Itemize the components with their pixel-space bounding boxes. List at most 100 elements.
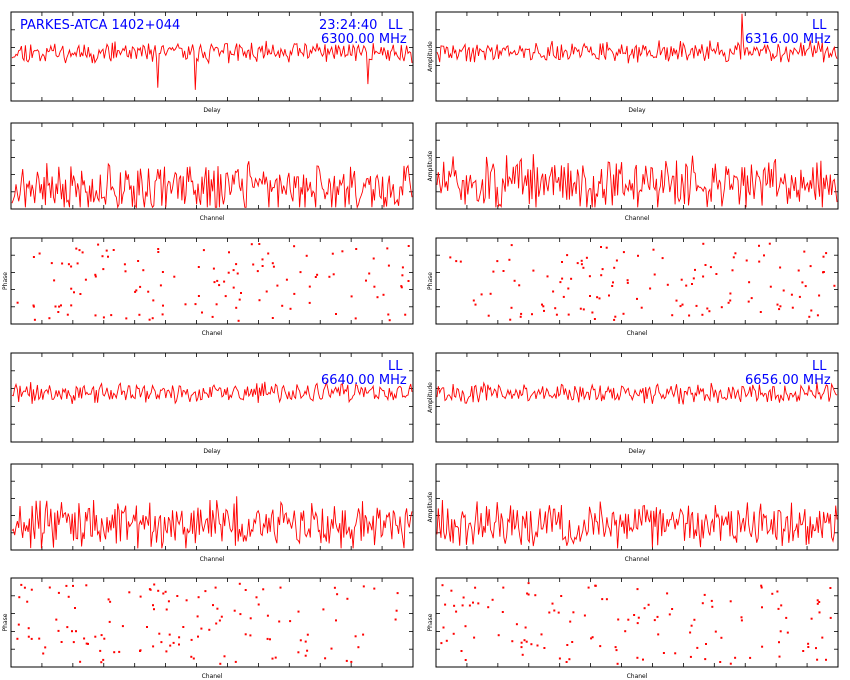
panel-6-phase-point <box>778 308 781 311</box>
panel-9-phase-point <box>71 630 73 633</box>
panel-3-phase-point <box>281 304 284 307</box>
panel-6-phase-point <box>626 279 629 282</box>
panel-9-phase-point <box>279 586 282 589</box>
panel-3-phase-point <box>341 250 344 253</box>
panel-12-phase-point <box>720 636 723 639</box>
panel-9-phase-point <box>200 627 203 630</box>
panel-9-phase-point <box>99 649 102 652</box>
panel-9-phase-point <box>266 614 269 617</box>
panel-3-phase-point <box>261 265 264 267</box>
panel-12-phase-point <box>807 642 810 645</box>
panel-9-phase-point <box>94 635 97 638</box>
panel-9-phase-point <box>103 637 106 640</box>
panel-6-phase-point <box>798 295 801 298</box>
panel-6-phase-point <box>745 259 748 262</box>
panel-9-phase-point <box>85 642 88 645</box>
panel-2-frame <box>10 122 414 210</box>
panel-6-phase-point <box>833 284 836 287</box>
panel-6-phase-point <box>567 313 570 316</box>
panel-12-phase-point <box>696 646 699 649</box>
source-title: PARKES-ATCA 1402+044 <box>20 18 181 33</box>
panel-6-phase-point <box>554 307 557 310</box>
panel-6-phase-point <box>720 306 723 309</box>
panel-6-phase-point <box>763 254 765 257</box>
panel-6-phase-point <box>582 266 585 269</box>
panel-6-phase-point <box>622 312 625 315</box>
panel-3-phase-point <box>125 317 128 320</box>
panel-12-phase-point <box>647 603 650 606</box>
panel-9-phase-point <box>16 637 19 640</box>
panel-12-phase-point <box>487 606 490 609</box>
panel-6-phase-point <box>474 303 477 306</box>
panel-9-phase-point <box>233 609 236 612</box>
panel-12-phase-point <box>524 626 527 629</box>
panel-6-phase-point <box>685 284 688 287</box>
panel-6-phase-point <box>748 281 751 284</box>
panel-9-phase-point <box>17 623 20 626</box>
panel-3-phase-point <box>79 293 82 295</box>
panel-12-phase-point <box>543 647 546 649</box>
panel-8-frame <box>10 463 414 551</box>
panel-12-phase-point <box>557 611 560 614</box>
panel-9-phase-point <box>274 656 277 659</box>
panel-3-phase-point <box>252 263 255 266</box>
panel-3-phase-point <box>236 272 239 275</box>
panel-12-phase-point <box>653 619 656 622</box>
panel-6-phase-point <box>804 285 807 288</box>
panel-3-phase-point <box>32 305 35 308</box>
panel-12-phase-point <box>825 658 827 661</box>
panel-9-phase-point <box>27 635 30 638</box>
panel-3-phase-point <box>314 276 317 278</box>
panel-3-phase-point <box>240 292 242 294</box>
panel-3-phase-point <box>401 274 404 277</box>
panel-12-phase-point <box>472 601 474 604</box>
panel-3-phase-point <box>267 252 270 255</box>
panel-3-phase-point <box>105 249 108 252</box>
panel-3-phase-point <box>401 266 404 269</box>
panel-8-trace <box>11 496 413 549</box>
panel-9-phase-point <box>66 626 69 629</box>
obs-time: 23:24:40 <box>319 18 378 33</box>
panel-9-phase-point <box>162 592 165 595</box>
panel-12-phase-point <box>816 658 819 661</box>
panel-3-phase-point <box>328 275 331 278</box>
panel-12-phase-point <box>523 639 526 642</box>
panel-6-phase-point <box>768 242 771 245</box>
panel-9-phase-point <box>304 640 307 643</box>
panel-12-phase-point <box>734 656 737 659</box>
panel-12-phase-point <box>445 639 448 642</box>
panel-12-phase-point <box>566 644 569 646</box>
panel-3-phase-point <box>151 317 154 320</box>
panel-9-phase-point <box>72 641 75 644</box>
panel-12-phase-point <box>455 610 458 613</box>
panel-6-phase-point <box>472 299 475 302</box>
panel-12-phase-point <box>468 604 471 607</box>
panel-6-phase-point <box>614 315 617 318</box>
panel-9-phase-point <box>118 650 121 653</box>
panel-3-phase-point <box>60 304 62 307</box>
panel-5-trace <box>436 154 838 208</box>
panel-6-phase-point <box>822 255 825 258</box>
panel-6-phase-point <box>732 256 735 259</box>
panel-3-phase-point <box>215 303 218 306</box>
panel-6-phase-point <box>510 306 513 309</box>
panel-9-phase-point <box>27 627 30 630</box>
panel-6-phase-point <box>704 264 707 266</box>
panel-12-phase-point <box>534 594 537 597</box>
panel-3-phase-point <box>293 245 296 248</box>
panel-9-phase-point <box>394 618 397 621</box>
panel-9-phase-point <box>20 583 23 586</box>
panel-6-phase-point <box>585 256 588 259</box>
panel-12-phase-point <box>760 586 763 589</box>
panel-3-phase-point <box>400 285 403 288</box>
panel-3-xlabel: Chanel <box>202 330 223 337</box>
panel-12-phase-point <box>643 607 646 610</box>
panel-6-phase-point <box>487 314 490 317</box>
panel-6-phase-point <box>758 244 760 247</box>
panel-9-phase-point <box>324 657 327 660</box>
panel-9-phase-point <box>87 642 89 645</box>
panel-9-phase-point <box>172 641 175 644</box>
panel-3-phase-point <box>38 252 41 255</box>
panel-9-phase-point <box>55 618 58 621</box>
panel-9-phase-point <box>297 651 300 654</box>
